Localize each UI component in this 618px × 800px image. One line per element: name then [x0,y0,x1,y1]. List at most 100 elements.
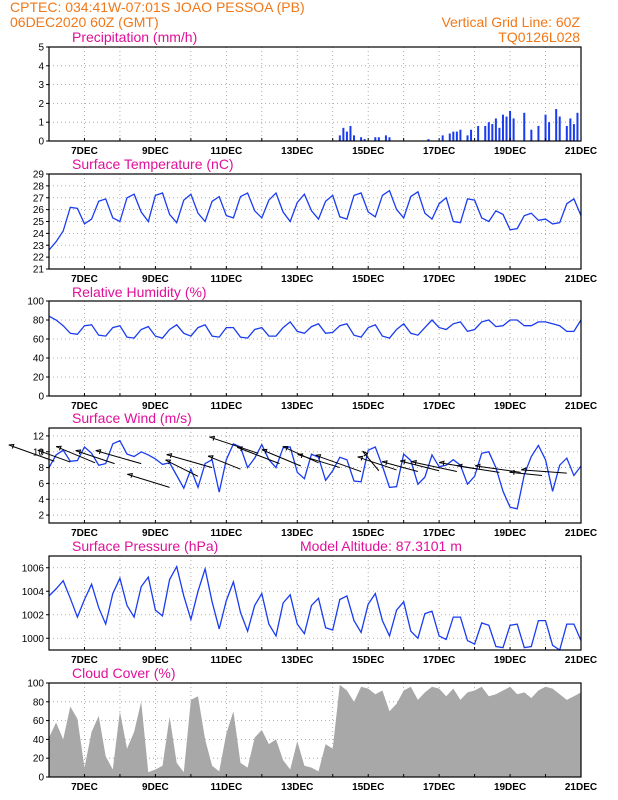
pressure-frame [48,555,582,651]
wind-arrow-shaft [166,454,213,469]
pressure-xtick-label: 11DEC [210,655,242,666]
temp-xtick-label: 13DEC [281,274,313,285]
humidity-ytick-label: 0 [38,392,44,403]
wind-ytick-label: 12 [33,431,45,442]
wind-xtick-label: 11DEC [210,528,242,539]
precip-bar [544,114,547,141]
precip-bar [484,125,487,141]
precip-bar [477,125,480,141]
wind-arrow-head [8,443,15,449]
wind-arrow-shaft [55,446,96,464]
wind-arrow-head [165,459,172,465]
pressure-xtick-label: 21DEC [565,655,597,666]
precip-bar [576,112,579,141]
temp-xtick-label: 11DEC [210,274,242,285]
temp-ytick-label: 24 [33,229,45,240]
precip-ytick-label: 3 [38,80,44,91]
precip-bar [363,139,366,141]
wind-xtick-label: 7DEC [71,528,98,539]
cloud-ytick-label: 100 [27,679,44,690]
pressure-xtick-label: 15DEC [352,655,384,666]
temp-ytick-label: 21 [33,265,45,276]
precip-ytick-label: 5 [38,43,44,54]
precip-bar [388,137,391,141]
humidity-xtick-label: 19DEC [494,401,526,412]
precip-xtick-label: 21DEC [565,146,597,157]
humidity-xtick-label: 21DEC [565,401,597,412]
cloud-ytick-label: 0 [38,773,44,784]
wind-arrow-head [56,445,62,451]
cloud-xtick-label: 19DEC [494,782,526,793]
wind-arrow-shaft [297,454,340,469]
wind-ytick-label: 6 [38,479,44,490]
precip-bar [452,131,455,141]
precip-bar [374,137,377,141]
precip-bar [384,135,387,141]
pressure-xtick-label: 13DEC [281,655,313,666]
precip-bar [345,131,348,141]
wind-arrow-head [521,467,527,473]
humidity-ytick-label: 100 [27,297,44,308]
precip-bar [353,135,356,141]
precip-bar [558,116,561,141]
wind-arrow-head [37,449,44,455]
wind-arrow-shaft [261,449,302,467]
pressure-xtick-label: 17DEC [423,655,455,666]
temp-ytick-label: 22 [33,253,45,264]
header-model-label: TQ0126L028 [498,29,580,45]
precip-bar [569,118,572,141]
precip-xtick-label: 17DEC [423,146,455,157]
precip-bar [427,139,430,141]
precip-bar [537,125,540,141]
precip-bar [548,122,551,141]
wind-title: Surface Wind (m/s) [72,410,192,426]
wind-arrow-head [357,455,364,461]
temperature-panel: Surface Temperature (nC) 212223242526272… [33,156,597,285]
temp-xtick-label: 21DEC [565,274,597,285]
wind-panel: Surface Wind (m/s) 2 4 6 8 10 12 7DEC 9DEC 11DEC… [8,410,597,539]
temp-ytick-label: 27 [33,193,45,204]
humidity-frame [48,300,582,397]
pressure-ytick-label: 1004 [22,587,45,598]
precip-bar [441,135,444,141]
wind-arrow-head [282,445,289,451]
temp-ytick-label: 25 [33,217,45,228]
precip-bar [455,131,458,141]
precip-bar [555,109,558,141]
humidity-xtick-label: 13DEC [281,401,313,412]
precip-xtick-label: 15DEC [352,146,384,157]
humidity-xtick-label: 11DEC [210,401,242,412]
wind-arrow-shaft [411,461,457,473]
precip-bar [360,137,363,141]
temp-frame [48,173,582,270]
cloud-ytick-label: 80 [33,697,45,708]
temp-xtick-label: 19DEC [494,274,526,285]
wind-xtick-label: 13DEC [281,528,313,539]
pressure-xtick-label: 9DEC [142,655,169,666]
precip-bar [498,127,501,141]
wind-series-line [48,439,582,510]
wind-ytick-label: 2 [38,511,44,522]
precip-bar [377,137,380,141]
humidity-title: Relative Humidity (%) [72,284,207,300]
wind-ytick-label: 8 [38,463,44,474]
wind-ytick-label: 10 [33,447,45,458]
temperature-title: Surface Temperature (nC) [72,156,234,172]
pressure-ytick-label: 1002 [22,610,45,621]
precipitation-panel: Precipitation (mm/h) 0 1 2 3 4 5 7DEC 9DEC 11DEC… [38,29,597,157]
cloud-ytick-label: 60 [33,716,45,727]
precip-ytick-label: 4 [38,61,44,72]
wind-xtick-label: 19DEC [494,528,526,539]
precip-bar [342,127,345,141]
cloud-xtick-label: 7DEC [71,782,98,793]
pressure-panel: Surface Pressure (hPa) Model Altitude: 8… [22,538,597,666]
precip-bar [494,118,497,141]
humidity-ytick-label: 40 [33,354,45,365]
pressure-ytick-label: 1000 [22,634,45,645]
temp-xtick-label: 7DEC [71,274,98,285]
precip-bar [512,118,515,141]
wind-arrow-shaft [209,436,259,454]
humidity-xtick-label: 17DEC [423,401,455,412]
pressure-xtick-label: 7DEC [71,655,98,666]
temp-ytick-label: 28 [33,181,45,192]
